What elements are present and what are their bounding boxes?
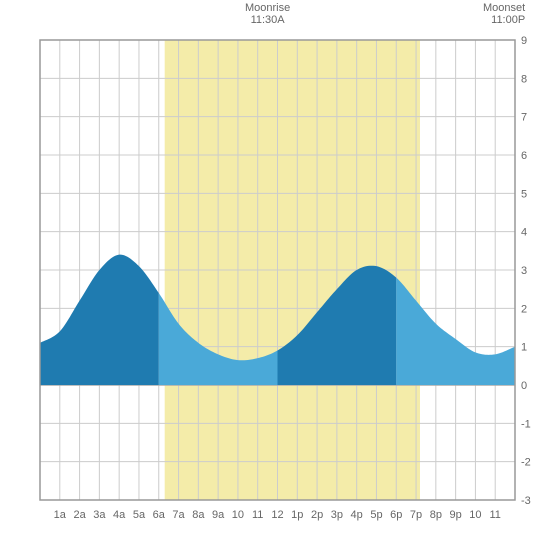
svg-text:3: 3: [521, 265, 527, 277]
moonrise-time: 11:30A: [243, 14, 293, 26]
svg-text:-1: -1: [521, 418, 531, 430]
svg-text:9a: 9a: [212, 509, 225, 521]
svg-text:8a: 8a: [192, 509, 205, 521]
moonset-title: Moonset: [465, 2, 525, 14]
svg-text:7: 7: [521, 112, 527, 124]
moonset-label: Moonset 11:00P: [465, 2, 525, 26]
moonrise-label: Moonrise 11:30A: [243, 2, 293, 26]
svg-text:6a: 6a: [153, 509, 166, 521]
svg-text:6p: 6p: [390, 509, 402, 521]
svg-text:10: 10: [232, 509, 244, 521]
svg-text:11: 11: [252, 509, 263, 521]
svg-text:5: 5: [521, 188, 527, 200]
svg-text:7a: 7a: [172, 509, 185, 521]
svg-text:12: 12: [271, 509, 283, 521]
svg-text:7p: 7p: [410, 509, 422, 521]
svg-text:5a: 5a: [133, 509, 146, 521]
svg-text:4: 4: [521, 227, 527, 239]
svg-text:1: 1: [521, 342, 527, 354]
tide-chart: -3-2-101234567891a2a3a4a5a6a7a8a9a101112…: [0, 0, 550, 550]
svg-text:-3: -3: [521, 495, 531, 507]
svg-text:8: 8: [521, 73, 527, 85]
svg-text:10: 10: [469, 509, 481, 521]
svg-text:9: 9: [521, 35, 527, 47]
moonset-time: 11:00P: [465, 14, 525, 26]
svg-text:5p: 5p: [370, 509, 382, 521]
svg-text:4p: 4p: [351, 509, 363, 521]
svg-text:1a: 1a: [54, 509, 67, 521]
svg-text:3p: 3p: [331, 509, 343, 521]
chart-svg: -3-2-101234567891a2a3a4a5a6a7a8a9a101112…: [0, 0, 550, 550]
svg-text:6: 6: [521, 150, 527, 162]
svg-text:1p: 1p: [291, 509, 303, 521]
svg-text:2: 2: [521, 303, 527, 315]
svg-text:-2: -2: [521, 457, 531, 469]
svg-text:4a: 4a: [113, 509, 126, 521]
svg-text:3a: 3a: [93, 509, 106, 521]
svg-text:8p: 8p: [430, 509, 442, 521]
svg-text:11: 11: [489, 509, 500, 521]
svg-text:9p: 9p: [450, 509, 462, 521]
svg-text:2p: 2p: [311, 509, 323, 521]
svg-text:2a: 2a: [73, 509, 86, 521]
svg-text:0: 0: [521, 380, 527, 392]
moonrise-title: Moonrise: [243, 2, 293, 14]
